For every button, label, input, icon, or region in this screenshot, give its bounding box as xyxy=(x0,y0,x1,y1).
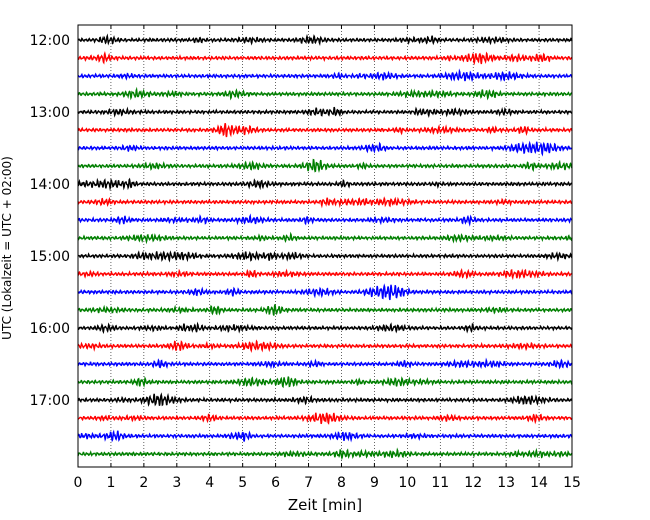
seismic-trace xyxy=(77,231,573,245)
seismic-trace xyxy=(77,392,573,407)
x-tick-label: 15 xyxy=(563,475,581,491)
seismic-trace xyxy=(77,196,573,209)
y-tick-label: 17:00 xyxy=(30,393,70,409)
x-tick-label: 4 xyxy=(205,475,214,491)
seismic-trace xyxy=(77,357,573,370)
seismic-trace xyxy=(77,268,573,281)
seismic-trace xyxy=(77,122,573,138)
seismic-trace xyxy=(77,321,573,335)
x-tick-label: 2 xyxy=(139,475,148,491)
seismic-trace xyxy=(77,250,573,263)
seismic-trace xyxy=(77,375,573,389)
seismic-trace xyxy=(77,140,573,157)
y-tick-label: 16:00 xyxy=(30,321,70,337)
x-tick-label: 6 xyxy=(271,475,280,491)
seismic-trace xyxy=(77,283,573,301)
x-axis-ticks: 0 1 2 3 4 5 6 7 8 9 10 11 12 13 14 15 xyxy=(74,25,581,491)
seismic-trace xyxy=(77,213,573,227)
x-tick-label: 11 xyxy=(431,475,449,491)
x-tick-label: 3 xyxy=(172,475,181,491)
seismic-trace xyxy=(77,158,573,173)
y-tick-label: 12:00 xyxy=(30,33,70,49)
x-tick-label: 13 xyxy=(497,475,515,491)
seismic-trace xyxy=(77,177,573,191)
seismic-trace xyxy=(77,68,573,83)
seismic-trace xyxy=(77,33,573,46)
y-axis-label: UTC (Lokalzeit = UTC + 02:00) xyxy=(0,156,14,340)
x-tick-label: 14 xyxy=(530,475,548,491)
x-tick-label: 5 xyxy=(238,475,247,491)
seismic-trace xyxy=(77,304,573,316)
y-axis-ticks: 12:00 13:00 14:00 15:00 16:00 17:00 xyxy=(30,33,572,409)
y-tick-label: 15:00 xyxy=(30,249,70,265)
x-tick-label: 12 xyxy=(464,475,482,491)
seismic-trace xyxy=(77,106,573,119)
x-tick-label: 8 xyxy=(337,475,346,491)
seismic-trace xyxy=(77,412,573,425)
x-tick-label: 0 xyxy=(74,475,83,491)
seismic-trace xyxy=(77,86,573,101)
x-tick-label: 9 xyxy=(370,475,379,491)
plot-frame xyxy=(77,24,573,468)
x-tick-label: 7 xyxy=(304,475,313,491)
seismic-trace xyxy=(77,339,573,353)
seismic-trace xyxy=(77,429,573,443)
trace-layer xyxy=(77,33,573,461)
y-tick-label: 13:00 xyxy=(30,105,70,121)
x-tick-label: 10 xyxy=(398,475,416,491)
seismic-trace xyxy=(77,447,573,461)
x-axis-label: Zeit [min] xyxy=(288,496,362,514)
x-tick-label: 1 xyxy=(106,475,115,491)
y-tick-label: 14:00 xyxy=(30,177,70,193)
seismic-trace xyxy=(77,51,573,66)
